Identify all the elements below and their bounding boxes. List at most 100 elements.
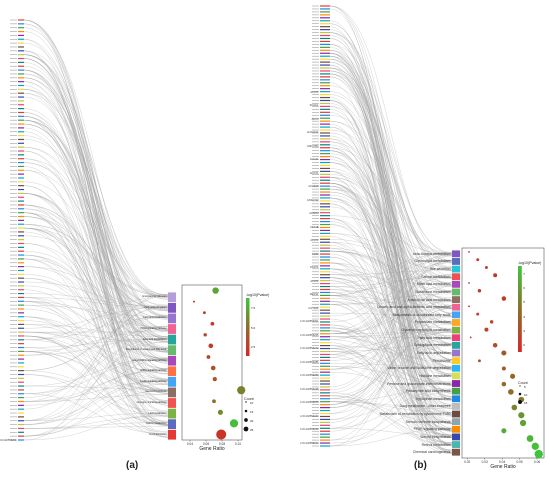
b-pathway-label: PPAR signaling pathway <box>413 427 451 432</box>
b-x-tick-label: 0.06 <box>533 460 541 464</box>
b-flow-line <box>329 188 453 279</box>
a-gene-marker <box>18 319 24 322</box>
b-flow-line <box>329 100 453 323</box>
b-flow-line <box>329 182 453 409</box>
b-gene-name-line <box>312 126 319 128</box>
b-gene-marker <box>320 392 330 394</box>
a-flow-line <box>23 216 169 332</box>
b-flow-line <box>329 55 453 407</box>
b-gene-name-line <box>312 106 319 107</box>
a-size-legend-label: 15 <box>250 409 254 414</box>
b-gene-name-line <box>312 416 319 417</box>
b-bubble <box>468 250 470 253</box>
b-gene-name-line <box>312 333 319 335</box>
b-flow-line <box>329 132 453 317</box>
a-gene-marker <box>18 408 24 410</box>
b-pathway-label: Bile secretion <box>430 267 451 272</box>
b-flow-line <box>329 70 453 309</box>
b-bubble <box>511 404 518 411</box>
b-flow-line <box>329 141 453 363</box>
b-gene-label: DGAT1 <box>310 266 319 269</box>
a-gene-name-line <box>10 254 17 256</box>
b-flow-line <box>329 295 453 309</box>
a-flow-line <box>23 108 169 352</box>
a-gene-marker <box>18 250 24 252</box>
b-gene-name-line <box>312 357 319 358</box>
a-gene-name-line <box>10 220 17 221</box>
a-flow-line <box>23 19 169 403</box>
b-gene-label: LOC102556201 <box>300 320 319 323</box>
b-flow-line <box>329 67 453 394</box>
b-x-tick-label: 0.02 <box>464 460 471 464</box>
a-gene-name-line <box>10 62 17 63</box>
a-gene-label: LOC102556201 <box>0 438 17 442</box>
b-flow-line <box>329 330 453 443</box>
b-gene-marker <box>320 315 330 317</box>
b-gene-name-line <box>312 301 319 302</box>
a-color-legend-bar <box>246 298 250 356</box>
a-flow-line <box>23 307 169 329</box>
b-flow-line <box>329 277 453 363</box>
b-bubble <box>510 373 516 379</box>
a-flow-line <box>23 250 169 338</box>
a-flow-line <box>23 289 169 391</box>
b-gene-label: ACAD10 <box>308 185 319 188</box>
b-flow-line <box>329 345 453 436</box>
b-gene-marker <box>320 111 330 113</box>
a-gene-name-line <box>10 196 17 198</box>
b-gene-marker <box>320 64 330 66</box>
a-bubble <box>237 386 246 395</box>
a-flow-line <box>23 325 169 437</box>
a-gene-name-line <box>10 258 17 260</box>
a-gene-marker <box>18 34 24 37</box>
b-gene-marker <box>320 141 330 143</box>
b-gene-name-line <box>312 280 319 281</box>
b-gene-marker <box>320 55 330 57</box>
a-flow-line <box>23 54 169 319</box>
b-gene-label: ACADM <box>309 212 319 215</box>
b-flow-line <box>329 58 453 292</box>
b-gene-name-line <box>312 315 319 317</box>
a-gene-marker <box>18 127 24 129</box>
b-gene-marker <box>320 185 330 187</box>
b-gene-name-line <box>312 120 319 122</box>
b-gene-name-line <box>312 129 319 131</box>
b-flow-line <box>329 182 453 367</box>
b-flow-line <box>329 138 453 416</box>
b-flow-line <box>329 332 453 355</box>
a-gene-marker <box>18 354 24 356</box>
a-pathway-block <box>168 345 176 356</box>
b-flow-line <box>329 343 453 370</box>
b-gene-label: ALDH3A1 <box>306 131 319 134</box>
b-gene-name-line <box>312 306 319 308</box>
b-gene-marker <box>320 229 330 232</box>
a-gene-name-line <box>10 327 17 329</box>
b-gene-marker <box>320 197 330 199</box>
a-gene-name-line <box>10 92 17 94</box>
b-flow-line <box>329 55 453 437</box>
a-flow-line <box>23 320 169 381</box>
b-gene-label: LOC102556240 <box>300 428 319 431</box>
a-gene-name-line <box>10 412 17 414</box>
b-flow-line <box>329 147 453 400</box>
b-flow-line <box>329 255 453 414</box>
b-gene-name-line <box>312 70 319 72</box>
b-gene-marker <box>320 424 330 426</box>
b-gene-marker <box>320 439 330 441</box>
b-flow-line <box>329 312 453 317</box>
b-flow-line <box>329 318 453 436</box>
b-gene-name-line <box>312 395 319 397</box>
a-flow-line <box>23 331 169 372</box>
b-pathway-label: Primary bile acid biosynthesis <box>405 389 451 394</box>
a-flow-line <box>23 338 169 348</box>
b-flow-line <box>329 129 453 257</box>
b-flow-line <box>329 61 453 401</box>
a-gene-marker <box>18 308 24 310</box>
b-pathway-block <box>452 441 460 448</box>
a-flow-line <box>23 58 169 386</box>
b-size-legend-dot <box>519 385 521 387</box>
a-gene-name-line <box>10 416 17 418</box>
b-pathway-block <box>452 402 460 410</box>
b-flow-line <box>329 120 453 294</box>
